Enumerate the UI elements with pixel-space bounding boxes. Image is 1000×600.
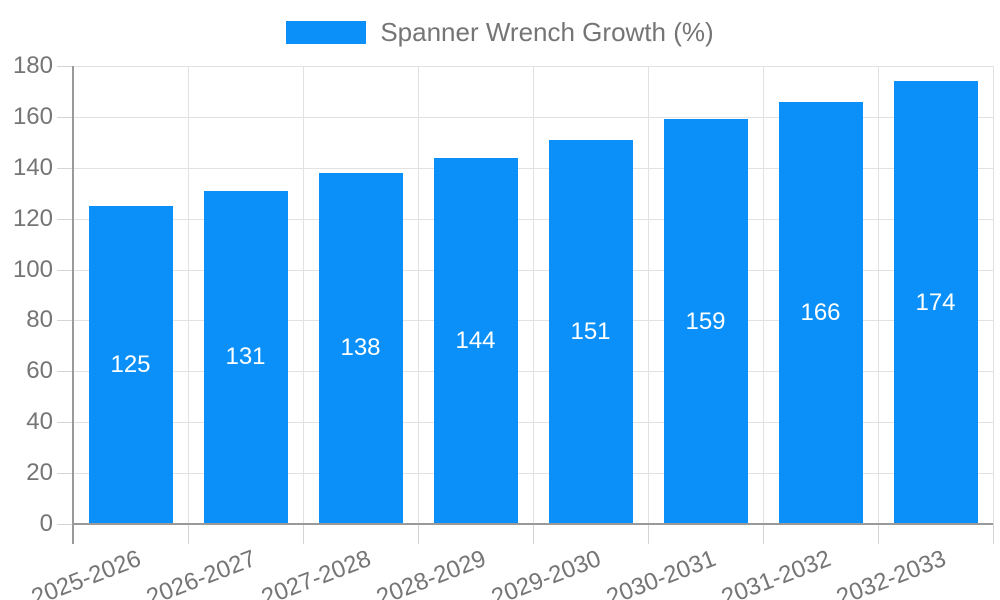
gridline-vertical [188, 66, 189, 524]
y-axis-tick-label: 140 [12, 153, 53, 181]
y-axis-tick [57, 371, 73, 373]
x-axis-line [73, 523, 993, 525]
y-axis-tick [57, 66, 73, 67]
x-axis-tick [533, 524, 534, 544]
x-axis-tick [648, 524, 649, 544]
bar[interactable] [88, 205, 173, 524]
gridline-vertical [648, 66, 649, 524]
bar[interactable] [203, 190, 288, 524]
bar-value-label: 174 [915, 288, 956, 316]
bar[interactable] [663, 119, 748, 524]
gridline-vertical [993, 66, 994, 524]
y-axis-tick [57, 218, 73, 220]
x-axis-tick [993, 524, 994, 544]
x-axis-tick [763, 524, 764, 544]
bar-value-label: 151 [570, 317, 611, 345]
x-axis-tick [878, 524, 879, 544]
gridline-vertical [763, 66, 764, 524]
y-axis-tick-label: 180 [12, 52, 53, 79]
gridline-vertical [303, 66, 304, 524]
bar-value-label: 131 [225, 343, 266, 371]
y-axis-tick-label: 160 [12, 102, 53, 130]
legend-swatch [286, 20, 367, 44]
gridline-vertical [418, 66, 419, 524]
y-axis-tick [57, 524, 73, 525]
x-axis-category-label: 2025-2026 [27, 545, 145, 600]
y-axis-line [72, 66, 74, 544]
bar[interactable] [778, 101, 863, 524]
bar[interactable] [548, 139, 633, 524]
bar-value-label: 144 [455, 326, 496, 354]
y-axis-tick-label: 0 [39, 510, 53, 537]
x-axis-tick [418, 524, 419, 544]
bar-value-label: 138 [340, 334, 381, 362]
bar-value-label: 159 [685, 307, 726, 335]
bar-value-label: 166 [800, 298, 841, 326]
bar[interactable] [893, 81, 978, 524]
y-axis-tick-label: 40 [26, 408, 53, 436]
y-axis-tick-label: 60 [26, 357, 53, 385]
y-axis-tick [57, 116, 73, 118]
y-axis-tick [57, 167, 73, 169]
legend-label: Spanner Wrench Growth (%) [380, 16, 714, 47]
gridline-vertical [533, 66, 534, 524]
bar[interactable] [318, 172, 403, 524]
y-axis-tick [57, 422, 73, 424]
x-axis-tick [188, 524, 189, 544]
gridline-vertical [878, 66, 879, 524]
y-axis-tick [57, 473, 73, 475]
legend[interactable]: Spanner Wrench Growth (%) [0, 16, 1000, 47]
x-axis-tick [303, 524, 304, 544]
bar[interactable] [433, 157, 518, 524]
y-axis-tick-label: 100 [12, 255, 53, 283]
y-axis-tick [57, 320, 73, 322]
y-axis-tick-label: 20 [26, 459, 53, 487]
y-axis-tick-label: 80 [26, 306, 53, 334]
y-axis-tick-label: 120 [12, 204, 53, 232]
y-axis-tick [57, 269, 73, 271]
bar-value-label: 125 [110, 350, 151, 378]
